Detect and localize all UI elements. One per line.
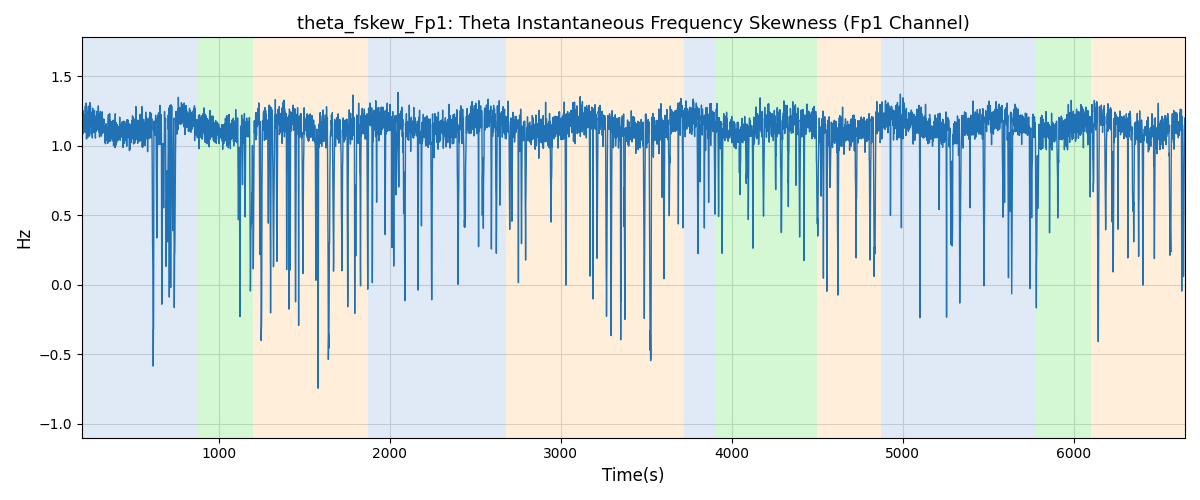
Bar: [523, 38, 684, 438]
Bar: [506, 38, 523, 438]
Bar: [684, 38, 715, 438]
Bar: [253, 38, 367, 438]
Bar: [881, 38, 1037, 438]
Bar: [1037, 38, 1091, 438]
Y-axis label: Hz: Hz: [14, 227, 32, 248]
X-axis label: Time(s): Time(s): [602, 467, 665, 485]
Bar: [198, 38, 253, 438]
Bar: [367, 38, 506, 438]
Title: theta_fskew_Fp1: Theta Instantaneous Frequency Skewness (Fp1 Channel): theta_fskew_Fp1: Theta Instantaneous Fre…: [298, 15, 970, 34]
Bar: [715, 38, 817, 438]
Bar: [82, 38, 198, 438]
Bar: [1091, 38, 1186, 438]
Bar: [817, 38, 881, 438]
